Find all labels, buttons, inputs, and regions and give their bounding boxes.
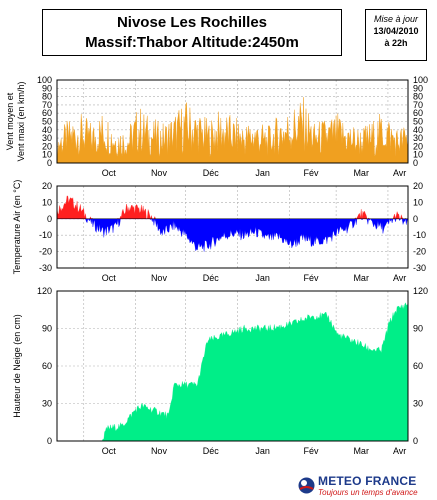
panel2-xtick-label: Jan [255,273,270,283]
panel1-ytick-right: 20 [413,141,423,151]
panel1-ytick-left: 30 [42,133,52,143]
update-time: à 22h [384,38,408,48]
panel1-ytick-right: 60 [413,108,423,118]
panel1-ytick-left: 90 [42,83,52,93]
panel2-xtick-label: Nov [151,273,168,283]
panel3-ytick-right: 0 [413,436,418,446]
panel1-xtick-label: Oct [102,168,117,178]
panel1-ytick-left: 80 [42,92,52,102]
panel2-xtick-label: Mar [353,273,369,283]
panel1-ytick-left: 20 [42,141,52,151]
wind-series-area [56,97,409,164]
panel1-xtick-label: Mar [353,168,369,178]
panel2-xtick-label: Oct [102,273,117,283]
panel1-ytick-right: 10 [413,150,423,160]
panel3-xtick-label: Mar [353,446,369,456]
panel2-xtick-label: Fév [304,273,320,283]
panel1-ytick-right: 40 [413,125,423,135]
station-title: Nivose Les Rochilles [116,14,268,31]
panel1-ytick-right: 0 [413,158,418,168]
panel1-ytick-right: 80 [413,92,423,102]
panel3-ylabel: Hauteur de Neige (en cm) [12,314,22,418]
update-box: Mise à jour 13/04/2010 à 22h [365,9,427,61]
snow-series-area [57,302,409,442]
title-box: Nivose Les Rochilles Massif:Thabor Altit… [42,9,342,56]
temp-series-positive [56,195,408,220]
panel1-xtick-label: Déc [203,168,220,178]
panel2-ytick-left: -30 [39,263,52,273]
panel2-ytick-right: -30 [413,263,426,273]
panel1-ytick-right: 100 [413,75,428,85]
panel2-ytick-left: -10 [39,230,52,240]
panel2-ytick-right: 20 [413,181,423,191]
panel2-frame [56,185,409,269]
panel2-ytick-left: 10 [42,197,52,207]
panel1-ytick-left: 0 [47,158,52,168]
panel1-ytick-left: 10 [42,150,52,160]
panel2-ytick-left: 0 [47,214,52,224]
panel3-ytick-left: 90 [42,324,52,334]
panel3-xtick-label: Déc [203,446,220,456]
panel1-ytick-right: 50 [413,117,423,127]
panel3-frame [56,290,409,442]
panel1-xtick-label: Fév [304,168,320,178]
panel1-ytick-left: 50 [42,117,52,127]
panel3-ytick-right: 30 [413,399,423,409]
wind-ylabel-line2: Vent maxi (en km/h) [16,81,26,161]
panel1-ytick-left: 70 [42,100,52,110]
update-date: 13/04/2010 [373,26,419,36]
panel2-ytick-right: 0 [413,214,418,224]
brand-name: METEO FRANCE [318,474,417,488]
panel2-ytick-right: -10 [413,230,426,240]
brand-slogan: Toujours un temps d'avance [318,488,418,497]
panel2-ylabel: Temperature Air (en °C) [12,180,22,275]
panel3-ytick-left: 120 [37,286,52,296]
panel2-ytick-right: -20 [413,247,426,257]
station-subtitle: Massif:Thabor Altitude:2450m [85,34,299,51]
panel3-xtick-label: Avr [393,446,406,456]
panel1-ytick-right: 30 [413,133,423,143]
panel1-ytick-right: 90 [413,83,423,93]
temp-series-negative [57,218,409,252]
panel3-ytick-right: 60 [413,361,423,371]
panel1-ytick-left: 100 [37,75,52,85]
update-label: Mise à jour [373,14,418,24]
panel3-xtick-label: Jan [255,446,270,456]
panel3-xtick-label: Oct [102,446,117,456]
panel1-ytick-right: 70 [413,100,423,110]
panel2-ytick-right: 10 [413,197,423,207]
panel3-ytick-left: 60 [42,361,52,371]
panel1-ytick-left: 60 [42,108,52,118]
panel3-xtick-label: Nov [151,446,168,456]
panel2-xtick-label: Déc [203,273,220,283]
panel1-xtick-label: Jan [255,168,270,178]
panel1-ytick-left: 40 [42,125,52,135]
panel2-xtick-label: Avr [393,273,406,283]
panel1-xtick-label: Avr [393,168,406,178]
panel2-ytick-left: -20 [39,247,52,257]
panel2-ytick-left: 20 [42,181,52,191]
wind-ylabel: Vent moyen et [5,92,15,150]
panel3-ytick-left: 0 [47,436,52,446]
panel3-ytick-right: 90 [413,324,423,334]
panel1-xtick-label: Nov [151,168,168,178]
footer-logo: METEO FRANCE Toujours un temps d'avance [298,474,433,498]
panel3-ytick-left: 30 [42,399,52,409]
panel3-xtick-label: Fév [304,446,320,456]
panel1-frame [56,79,409,164]
panel3-ytick-right: 120 [413,286,428,296]
meteo-france-logo-icon [298,477,315,494]
